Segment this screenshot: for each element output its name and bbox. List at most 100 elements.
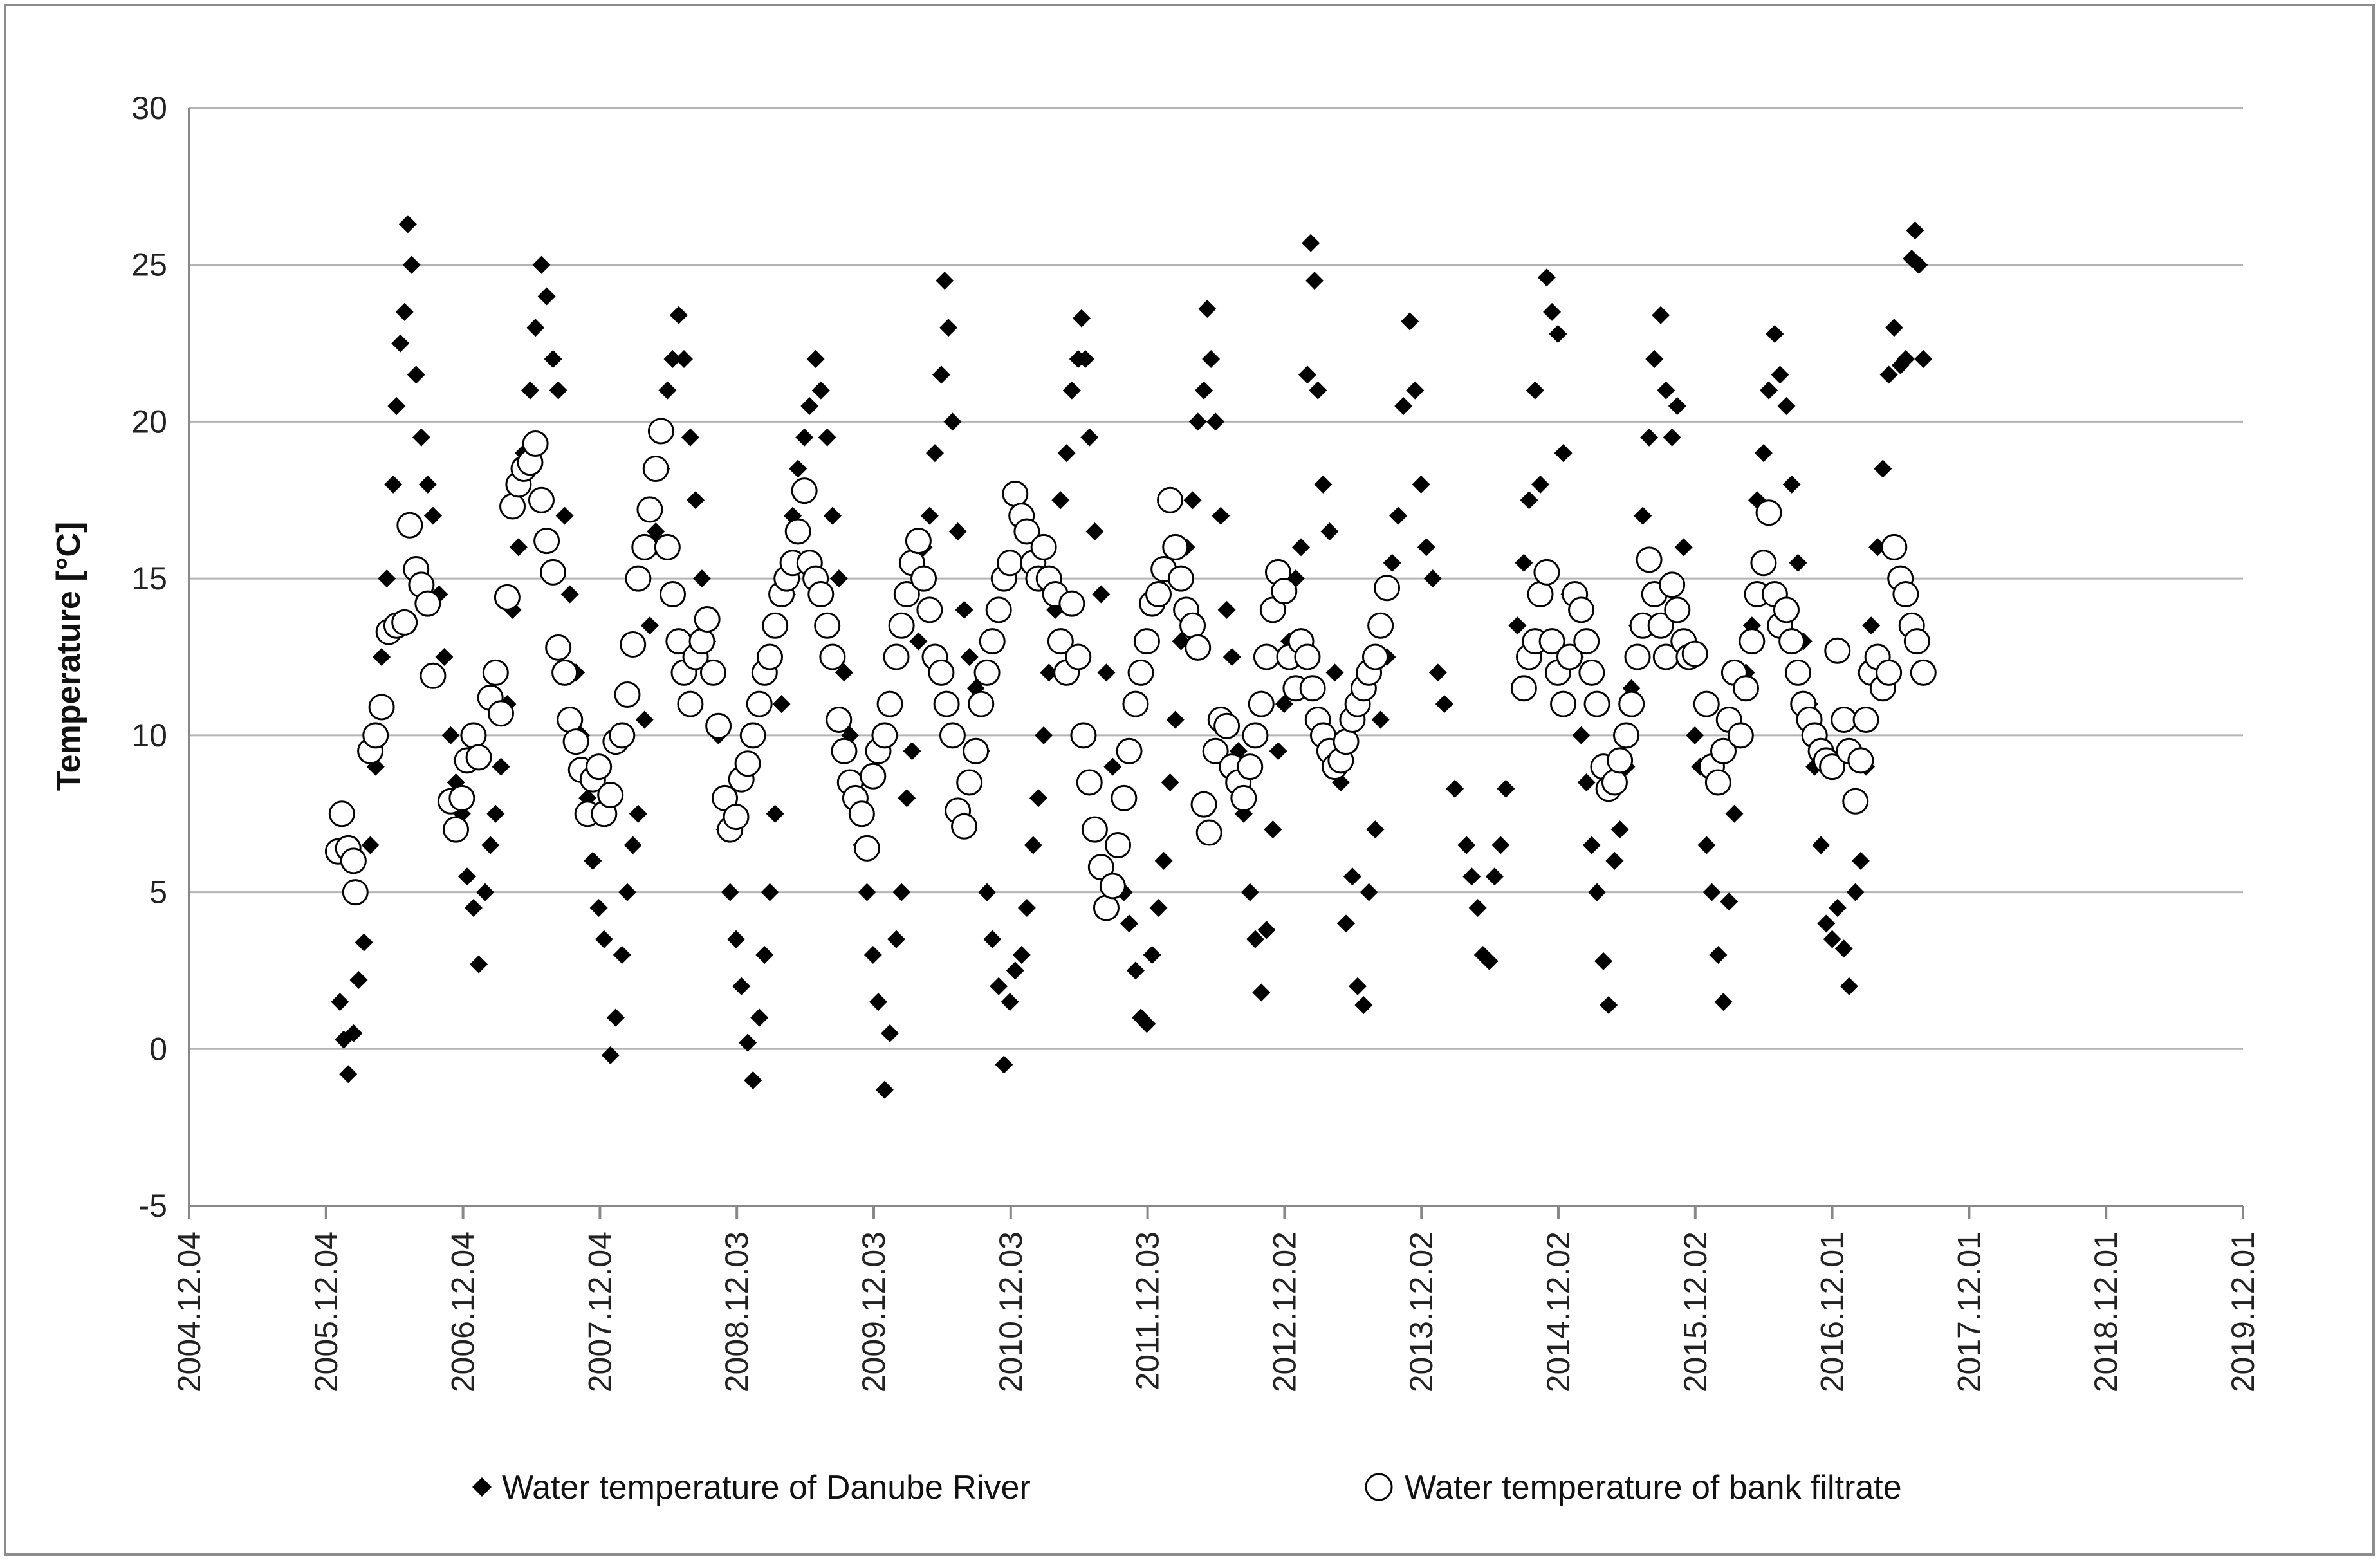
bank-filtrate-point	[647, 418, 674, 445]
bank-filtrate-point	[854, 835, 881, 862]
y-tick-label: 15	[131, 560, 167, 596]
danube-point	[1423, 569, 1442, 588]
danube-point	[939, 319, 958, 337]
danube-point	[1485, 867, 1504, 886]
bank-filtrate-point	[342, 879, 369, 906]
bank-filtrate-point	[1030, 533, 1057, 560]
danube-point	[1349, 977, 1367, 995]
bank-filtrate-point	[1013, 518, 1040, 545]
danube-point	[1097, 663, 1116, 682]
danube-point	[1497, 779, 1515, 798]
x-tick-label: 2013.12.02	[1403, 1232, 1439, 1392]
danube-point	[1080, 428, 1099, 447]
y-tick-label: -5	[139, 1188, 167, 1224]
bank-filtrate-point	[1750, 550, 1777, 577]
danube-point	[909, 632, 928, 651]
danube-point	[881, 1024, 899, 1042]
bank-filtrate-point	[860, 762, 887, 790]
danube-point	[1674, 538, 1693, 557]
bank-filtrate-point	[460, 722, 487, 749]
y-tick-label: 20	[131, 403, 167, 439]
bank-filtrate-point	[762, 612, 789, 639]
danube-point	[606, 1008, 625, 1027]
danube-point	[887, 930, 905, 948]
bank-filtrate-point	[1659, 571, 1686, 598]
danube-point	[1057, 444, 1076, 463]
bank-filtrate-point	[1076, 769, 1103, 796]
y-axis-label: Temperature [°C]	[50, 522, 88, 791]
danube-point	[640, 616, 659, 635]
danube-point	[613, 946, 631, 965]
danube-point	[1686, 726, 1704, 744]
danube-point	[761, 883, 779, 901]
y-tick-label: 25	[131, 247, 167, 283]
danube-point	[990, 977, 1008, 995]
danube-point	[1188, 412, 1207, 431]
bank-filtrate-point	[368, 694, 395, 721]
bank-filtrate-point	[819, 643, 846, 670]
danube-point	[1217, 600, 1236, 619]
bank-filtrate-point	[1533, 559, 1560, 586]
bank-filtrate-point	[654, 533, 681, 560]
danube-point	[1914, 349, 1933, 368]
danube-point	[1446, 779, 1464, 798]
danube-point	[692, 569, 711, 588]
bank-filtrate-point	[757, 643, 784, 670]
bank-filtrate-point	[1058, 590, 1085, 617]
bank-filtrate-point	[1831, 706, 1858, 733]
bank-filtrate-point	[1583, 690, 1610, 717]
danube-point	[384, 475, 403, 494]
bank-filtrate-point	[814, 612, 841, 639]
bank-filtrate-point	[1047, 628, 1074, 655]
danube-point	[1001, 993, 1019, 1011]
bank-filtrate-point	[533, 528, 560, 555]
danube-point	[1354, 996, 1373, 1015]
danube-point	[1910, 255, 1928, 274]
bank-filtrate-point	[1892, 581, 1919, 608]
bank-filtrate-point	[928, 659, 955, 686]
danube-point	[727, 930, 746, 948]
bank-filtrate-point	[905, 528, 932, 555]
bank-filtrate-point	[1881, 533, 1908, 560]
danube-point	[1051, 491, 1070, 510]
danube-point	[1149, 898, 1168, 917]
danube-point	[1417, 538, 1435, 557]
bank-filtrate-point	[876, 690, 903, 717]
bank-filtrate-point	[997, 550, 1024, 577]
bank-filtrate-point	[1065, 643, 1092, 670]
bank-filtrate-point	[625, 565, 652, 592]
danube-point	[373, 648, 391, 666]
bank-filtrate-point	[1733, 675, 1760, 702]
bank-filtrate-point	[1636, 546, 1663, 573]
danube-point	[920, 506, 939, 525]
danube-point	[1269, 742, 1287, 761]
danube-point	[681, 428, 699, 447]
danube-point	[1851, 851, 1870, 870]
danube-point	[1320, 522, 1339, 541]
bank-filtrate-point	[1647, 612, 1674, 639]
danube-point	[1714, 993, 1733, 1011]
danube-point	[755, 946, 774, 965]
danube-point	[936, 272, 954, 290]
danube-point	[1896, 349, 1915, 368]
bank-filtrate-point	[746, 690, 773, 717]
danube-point	[1782, 475, 1801, 494]
danube-point	[361, 836, 380, 854]
bank-filtrate-point	[956, 769, 983, 796]
danube-point	[1257, 921, 1276, 939]
bank-filtrate-point	[831, 737, 858, 764]
x-tick-label: 2016.12.01	[1814, 1232, 1850, 1392]
danube-point	[402, 255, 421, 274]
bank-filtrate-point	[1081, 816, 1108, 843]
bank-filtrate-point	[1230, 784, 1257, 811]
danube-point	[1600, 996, 1618, 1015]
danube-point	[1183, 491, 1202, 510]
bank-filtrate-point	[1374, 575, 1401, 602]
danube-point	[1195, 381, 1213, 400]
bank-filtrate-point	[1093, 894, 1120, 921]
bank-filtrate-point	[1271, 578, 1298, 605]
danube-point	[1588, 883, 1607, 901]
danube-point	[1143, 946, 1161, 965]
bank-filtrate-point	[528, 486, 555, 513]
danube-point	[1697, 836, 1716, 854]
